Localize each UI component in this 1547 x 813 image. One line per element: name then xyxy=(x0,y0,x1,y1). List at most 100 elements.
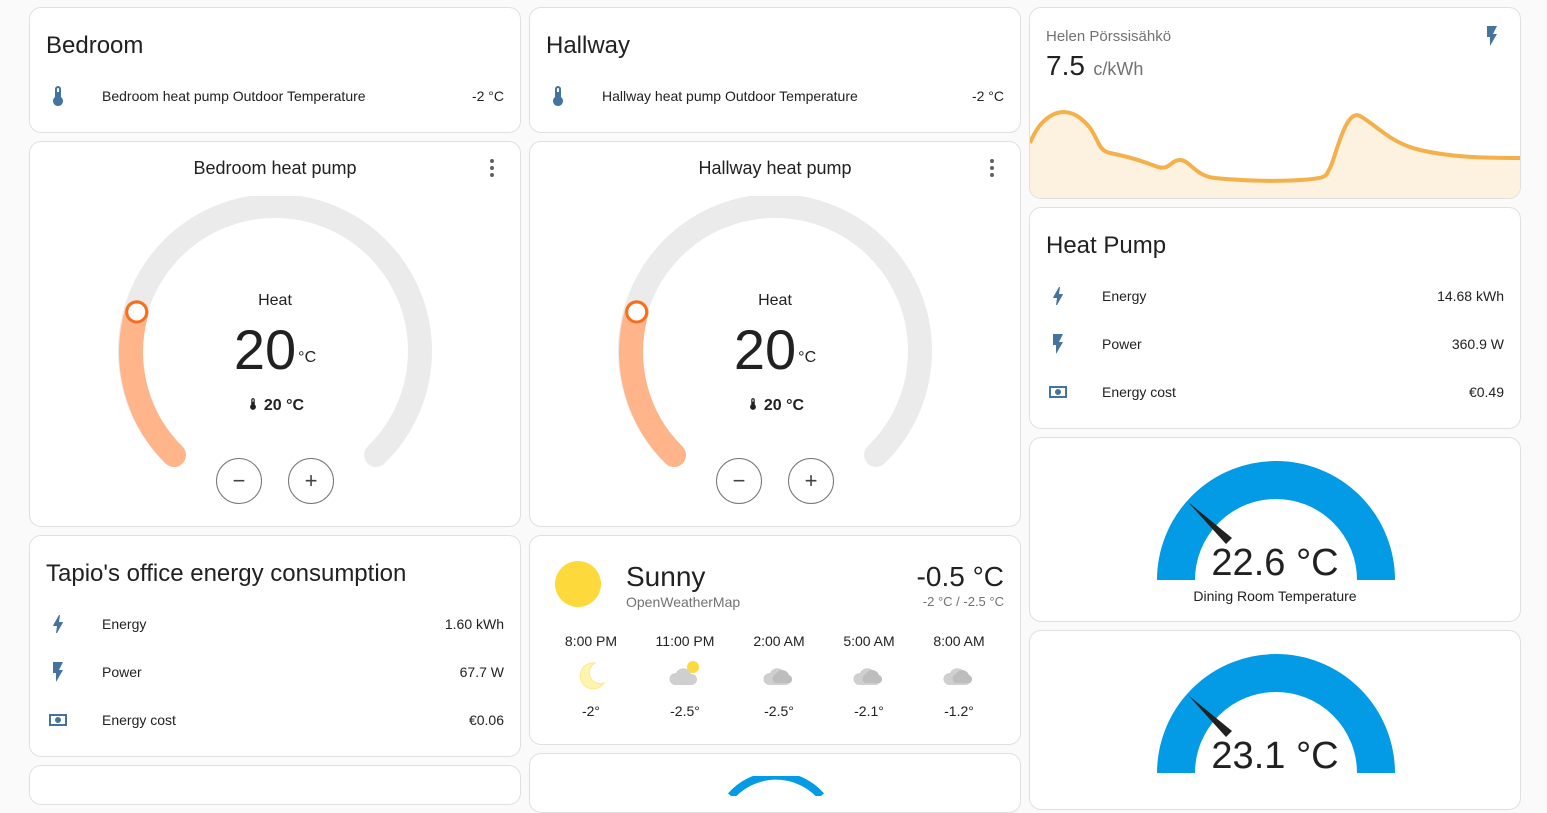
entity-label: Energy cost xyxy=(102,712,176,728)
gauge-card[interactable]: 23.1 °C xyxy=(1029,630,1521,810)
entity-row-energy-cost[interactable]: Energy cost €0.49 xyxy=(1046,372,1504,412)
card-title: Hallway xyxy=(546,32,631,59)
thermostat-dial[interactable] xyxy=(616,196,934,486)
forecast-temp: -2° xyxy=(581,703,601,719)
target-temperature: 20 °C xyxy=(530,320,1020,380)
flash-icon xyxy=(1046,332,1086,356)
electricity-price-card[interactable]: Helen Pörssisähkö 7.5 c/kWh xyxy=(1029,7,1521,199)
forecast-time: 11:00 PM xyxy=(655,633,715,649)
sensor-name: Helen Pörssisähkö xyxy=(1046,28,1172,45)
increase-button[interactable]: + xyxy=(788,458,834,504)
entity-value: €0.06 xyxy=(468,712,504,728)
gauge-name: Dining Room Temperature xyxy=(1193,588,1357,604)
forecast-item: 8:00 AM -1.2° xyxy=(914,633,1004,719)
target-unit: °C xyxy=(798,349,817,366)
thermostat-name[interactable]: Bedroom heat pump xyxy=(193,158,357,178)
entity-row-outdoor-temperature[interactable]: Bedroom heat pump Outdoor Temperature -2… xyxy=(46,76,504,116)
dining-gauge-card[interactable]: 22.6 °C Dining Room Temperature xyxy=(1029,437,1521,622)
entity-value: 1.60 kWh xyxy=(444,616,504,632)
card-title: Heat Pump xyxy=(1046,232,1167,259)
price-sparkline xyxy=(1030,110,1520,198)
gauge-needle xyxy=(1188,695,1232,737)
partial-card xyxy=(29,765,521,805)
gauge-arc xyxy=(1157,654,1395,774)
entity-label: Power xyxy=(102,664,142,680)
entity-row-energy[interactable]: Energy 14.68 kWh xyxy=(1046,276,1504,316)
entity-value: 67.7 W xyxy=(459,664,504,680)
entity-label: Hallway heat pump Outdoor Temperature xyxy=(602,88,858,104)
more-options-icon[interactable] xyxy=(982,156,1002,180)
gauge-value: 22.6 °C xyxy=(1211,542,1339,584)
flash-icon xyxy=(1487,26,1497,46)
forecast-temp: -2.5° xyxy=(670,703,700,719)
cloud-icon xyxy=(943,668,973,685)
forecast-temp: -1.2° xyxy=(944,703,974,719)
office-energy-card: Tapio's office energy consumption Energy… xyxy=(29,535,521,757)
entity-row-energy[interactable]: Energy 1.60 kWh xyxy=(46,604,504,644)
bedroom-card: Bedroom Bedroom heat pump Outdoor Temper… xyxy=(29,7,521,133)
hallway-card: Hallway Hallway heat pump Outdoor Temper… xyxy=(529,7,1021,133)
partial-gauge-card xyxy=(529,753,1021,813)
entity-row-energy-cost[interactable]: Energy cost €0.06 xyxy=(46,700,504,740)
entity-label: Bedroom heat pump Outdoor Temperature xyxy=(102,88,366,104)
thermometer-icon xyxy=(46,84,86,108)
gauge-arc xyxy=(1157,461,1395,581)
lightning-icon xyxy=(46,612,86,636)
thermometer-icon xyxy=(249,398,256,410)
forecast-item: 11:00 PM -2.5° xyxy=(640,633,730,719)
cloud-icon xyxy=(763,668,793,685)
flash-icon xyxy=(46,660,86,684)
entity-label: Power xyxy=(1102,336,1142,352)
entity-row-power[interactable]: Power 67.7 W xyxy=(46,652,504,692)
cash-icon xyxy=(1046,380,1086,404)
lightning-icon xyxy=(1046,284,1086,308)
more-options-icon[interactable] xyxy=(482,156,502,180)
increase-button[interactable]: + xyxy=(288,458,334,504)
entity-row-outdoor-temperature[interactable]: Hallway heat pump Outdoor Temperature -2… xyxy=(546,76,1004,116)
thermostat-dial[interactable] xyxy=(116,196,434,486)
current-temperature: 20 °C xyxy=(530,396,1020,415)
current-value: 20 °C xyxy=(763,397,805,414)
thermostat-name[interactable]: Hallway heat pump xyxy=(698,158,852,178)
thermometer-icon xyxy=(749,398,756,410)
gauge-needle xyxy=(1188,502,1232,544)
forecast-time: 5:00 AM xyxy=(843,633,895,649)
weather-provider: OpenWeatherMap xyxy=(626,594,741,610)
weather-card[interactable]: Sunny OpenWeatherMap -0.5 °C -2 °C / -2.… xyxy=(529,535,1021,745)
decrease-button[interactable]: − xyxy=(216,458,262,504)
target-unit: °C xyxy=(298,349,317,366)
bedroom-thermostat-card: Bedroom heat pump Heat 20 °C 20 °C − + xyxy=(29,141,521,527)
price-unit: c/kWh xyxy=(1093,59,1144,79)
target-value: 20 xyxy=(733,318,797,381)
entity-value: 360.9 W xyxy=(1451,336,1504,352)
entity-row-power[interactable]: Power 360.9 W xyxy=(1046,324,1504,364)
hvac-mode-label: Heat xyxy=(758,292,792,309)
target-temperature: 20 °C xyxy=(30,320,520,380)
forecast-item: 5:00 AM -2.1° xyxy=(824,633,914,719)
cloud-icon xyxy=(853,668,883,685)
hallway-thermostat-card: Hallway heat pump Heat 20 °C 20 °C − + xyxy=(529,141,1021,527)
partly-cloudy-icon xyxy=(669,661,699,685)
thermometer-icon xyxy=(546,84,586,108)
weather-condition: Sunny xyxy=(626,561,706,592)
sun-icon xyxy=(555,561,601,607)
decrease-button[interactable]: − xyxy=(716,458,762,504)
cash-icon xyxy=(46,708,86,732)
forecast-temp: -2.5° xyxy=(764,703,794,719)
target-value: 20 xyxy=(233,318,297,381)
entity-label: Energy xyxy=(1102,288,1147,304)
dial-handle xyxy=(125,300,149,324)
sensor-value: 7.5 c/kWh xyxy=(1046,50,1143,82)
entity-label: Energy cost xyxy=(1102,384,1176,400)
current-temperature: 20 °C xyxy=(30,396,520,415)
weather-temperature: -0.5 °C xyxy=(916,561,1004,592)
current-value: 20 °C xyxy=(263,397,305,414)
heat-pump-card: Heat Pump Energy 14.68 kWh Power 360.9 W… xyxy=(1029,207,1521,429)
gauge-arc xyxy=(728,776,824,796)
moon-icon xyxy=(579,662,606,690)
entity-label: Energy xyxy=(102,616,147,632)
forecast-temp: -2.1° xyxy=(854,703,884,719)
card-title: Tapio's office energy consumption xyxy=(46,560,407,587)
hvac-mode-label: Heat xyxy=(258,292,292,309)
entity-value: -2 °C xyxy=(971,88,1004,104)
